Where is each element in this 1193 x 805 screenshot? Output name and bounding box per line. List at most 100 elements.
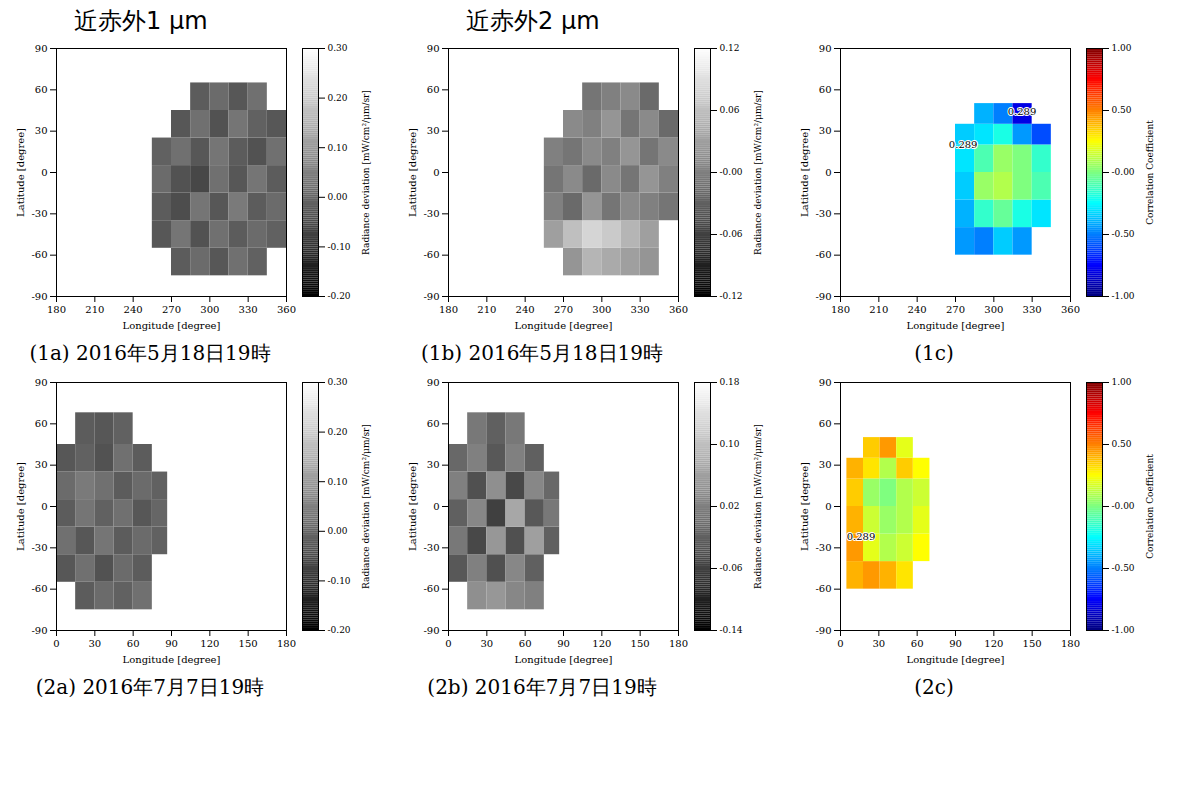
svg-text:Latitude [degree]: Latitude [degree] — [799, 462, 810, 551]
svg-text:-60: -60 — [31, 249, 47, 260]
svg-text:360: 360 — [669, 304, 688, 315]
svg-text:240: 240 — [124, 304, 143, 315]
svg-text:-90: -90 — [423, 625, 439, 636]
svg-text:0.20: 0.20 — [328, 427, 348, 437]
svg-text:Correlation Coefficient: Correlation Coefficient — [1145, 120, 1155, 225]
svg-text:Longitude [degree]: Longitude [degree] — [123, 320, 221, 331]
svg-text:180: 180 — [277, 638, 296, 649]
svg-text:-1.00: -1.00 — [1112, 625, 1135, 635]
svg-text:-0.00: -0.00 — [720, 167, 743, 177]
svg-text:270: 270 — [162, 304, 181, 315]
svg-text:180: 180 — [1061, 638, 1080, 649]
svg-text:0: 0 — [433, 501, 439, 512]
svg-text:90: 90 — [819, 377, 832, 388]
svg-text:60: 60 — [35, 418, 48, 429]
svg-text:-0.20: -0.20 — [328, 291, 351, 301]
svg-text:Longitude [degree]: Longitude [degree] — [907, 654, 1005, 665]
svg-text:0.10: 0.10 — [720, 439, 740, 449]
svg-text:0.00: 0.00 — [328, 192, 348, 202]
svg-text:-30: -30 — [423, 208, 439, 219]
svg-text:0: 0 — [53, 638, 59, 649]
svg-text:210: 210 — [85, 304, 104, 315]
svg-text:0.10: 0.10 — [328, 143, 348, 153]
svg-text:0.30: 0.30 — [328, 43, 348, 53]
svg-text:30: 30 — [88, 638, 101, 649]
svg-text:60: 60 — [35, 84, 48, 95]
svg-text:60: 60 — [911, 638, 924, 649]
svg-text:-60: -60 — [815, 249, 831, 260]
svg-text:60: 60 — [519, 638, 532, 649]
svg-text:120: 120 — [200, 638, 219, 649]
svg-text:Longitude [degree]: Longitude [degree] — [123, 654, 221, 665]
svg-text:-30: -30 — [815, 208, 831, 219]
svg-text:300: 300 — [984, 304, 1003, 315]
svg-text:180: 180 — [439, 304, 458, 315]
svg-text:Longitude [degree]: Longitude [degree] — [515, 654, 613, 665]
svg-text:180: 180 — [669, 638, 688, 649]
svg-text:0: 0 — [825, 167, 831, 178]
svg-text:-0.10: -0.10 — [328, 242, 351, 252]
svg-text:0.289: 0.289 — [1008, 106, 1037, 117]
svg-text:90: 90 — [165, 638, 178, 649]
svg-text:0: 0 — [825, 501, 831, 512]
svg-text:30: 30 — [872, 638, 885, 649]
svg-text:-0.14: -0.14 — [720, 625, 743, 635]
svg-text:-60: -60 — [423, 249, 439, 260]
svg-text:Correlation Coefficient: Correlation Coefficient — [1145, 454, 1155, 559]
svg-text:0.12: 0.12 — [720, 43, 740, 53]
svg-text:-0.20: -0.20 — [328, 625, 351, 635]
svg-text:-0.06: -0.06 — [720, 229, 743, 239]
svg-text:60: 60 — [427, 418, 440, 429]
svg-text:0: 0 — [837, 638, 843, 649]
svg-text:330: 330 — [239, 304, 258, 315]
svg-text:Latitude [degree]: Latitude [degree] — [15, 128, 26, 217]
svg-text:150: 150 — [631, 638, 650, 649]
svg-text:300: 300 — [200, 304, 219, 315]
svg-text:30: 30 — [480, 638, 493, 649]
svg-text:0.02: 0.02 — [720, 501, 740, 511]
svg-text:30: 30 — [35, 125, 48, 136]
svg-text:0: 0 — [445, 638, 451, 649]
svg-text:0.20: 0.20 — [328, 93, 348, 103]
svg-text:-30: -30 — [423, 542, 439, 553]
svg-text:-90: -90 — [815, 625, 831, 636]
svg-text:Longitude [degree]: Longitude [degree] — [907, 320, 1005, 331]
svg-text:360: 360 — [1061, 304, 1080, 315]
svg-text:-1.00: -1.00 — [1112, 291, 1135, 301]
svg-text:-30: -30 — [815, 542, 831, 553]
svg-text:Latitude [degree]: Latitude [degree] — [407, 128, 418, 217]
svg-text:1.00: 1.00 — [1112, 377, 1132, 387]
svg-text:1.00: 1.00 — [1112, 43, 1132, 53]
svg-text:330: 330 — [631, 304, 650, 315]
svg-text:120: 120 — [984, 638, 1003, 649]
svg-text:180: 180 — [831, 304, 850, 315]
svg-text:330: 330 — [1023, 304, 1042, 315]
svg-text:150: 150 — [1023, 638, 1042, 649]
svg-text:300: 300 — [592, 304, 611, 315]
svg-text:Radiance deviation [mW/cm²/μm/: Radiance deviation [mW/cm²/μm/sr] — [753, 90, 763, 255]
svg-text:90: 90 — [35, 377, 48, 388]
svg-text:-0.50: -0.50 — [1112, 563, 1135, 573]
svg-text:-0.00: -0.00 — [1112, 501, 1135, 511]
svg-text:-0.10: -0.10 — [328, 576, 351, 586]
svg-text:Latitude [degree]: Latitude [degree] — [15, 462, 26, 551]
svg-text:270: 270 — [946, 304, 965, 315]
svg-text:240: 240 — [908, 304, 927, 315]
svg-text:-60: -60 — [423, 583, 439, 594]
svg-text:60: 60 — [427, 84, 440, 95]
svg-text:-0.12: -0.12 — [720, 291, 743, 301]
svg-text:30: 30 — [427, 459, 440, 470]
svg-text:360: 360 — [277, 304, 296, 315]
svg-text:30: 30 — [427, 125, 440, 136]
svg-text:90: 90 — [427, 377, 440, 388]
svg-text:240: 240 — [516, 304, 535, 315]
svg-text:-90: -90 — [31, 291, 47, 302]
svg-text:90: 90 — [557, 638, 570, 649]
svg-text:180: 180 — [47, 304, 66, 315]
svg-text:60: 60 — [819, 418, 832, 429]
svg-text:210: 210 — [869, 304, 888, 315]
svg-text:0: 0 — [41, 501, 47, 512]
svg-text:60: 60 — [819, 84, 832, 95]
svg-text:-0.00: -0.00 — [1112, 167, 1135, 177]
svg-text:0.10: 0.10 — [328, 477, 348, 487]
